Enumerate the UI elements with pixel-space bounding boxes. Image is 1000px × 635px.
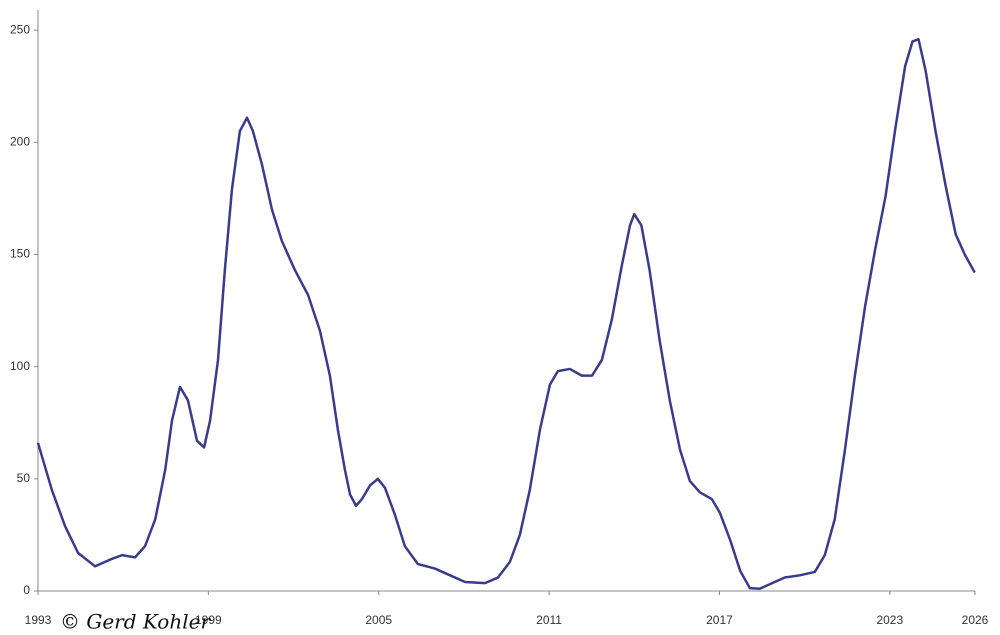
watermark: © Gerd Kohler	[60, 610, 211, 634]
x-tick-label: 2023	[876, 613, 903, 627]
y-tick-label: 250	[10, 22, 30, 36]
x-tick-label: 1993	[25, 613, 52, 627]
x-tick-label: 1999	[195, 613, 222, 627]
y-tick-label: 0	[23, 583, 30, 597]
x-tick-label: 2026	[962, 613, 989, 627]
data-line	[36, 37, 976, 591]
x-tick-label: 2005	[365, 613, 392, 627]
x-tick-label: 2011	[536, 613, 562, 627]
x-tick-label: 2017	[706, 613, 733, 627]
y-tick-label: 200	[10, 135, 30, 149]
y-tick-label: 150	[10, 247, 30, 261]
y-tick-label: 50	[17, 471, 31, 485]
y-tick-label: 100	[10, 359, 30, 373]
